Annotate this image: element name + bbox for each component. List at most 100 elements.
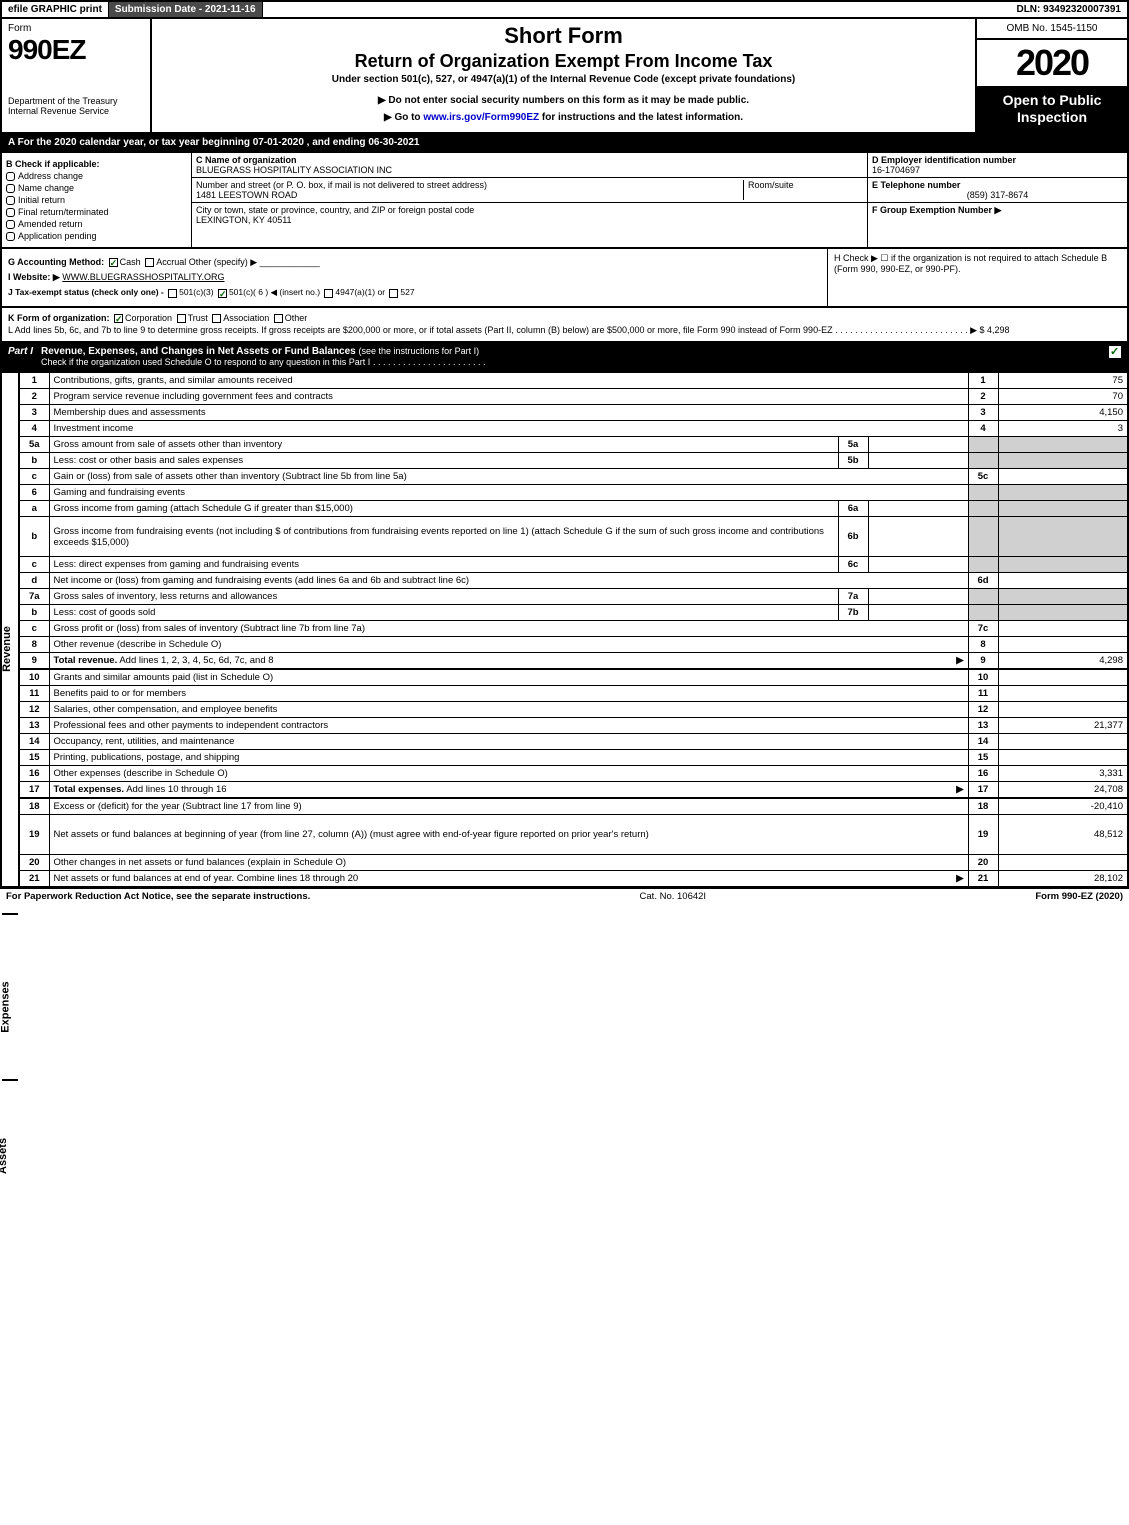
line-row: 6Gaming and fundraising events — [19, 485, 1128, 501]
line-row: 21Net assets or fund balances at end of … — [19, 871, 1128, 888]
part1-schedule-o-checkbox[interactable] — [1109, 346, 1121, 358]
chk-initial-return[interactable]: Initial return — [6, 195, 187, 205]
chk-association[interactable] — [212, 314, 221, 323]
chk-501c3[interactable] — [168, 289, 177, 298]
chk-label: Address change — [18, 171, 83, 181]
phone-label: E Telephone number — [872, 180, 1123, 190]
result-number: 8 — [968, 637, 998, 653]
org-name: BLUEGRASS HOSPITALITY ASSOCIATION INC — [196, 165, 863, 175]
chk-name-change[interactable]: Name change — [6, 183, 187, 193]
line-row: bGross income from fundraising events (n… — [19, 517, 1128, 557]
chk-trust[interactable] — [177, 314, 186, 323]
title-return: Return of Organization Exempt From Incom… — [158, 51, 969, 72]
result-value — [998, 621, 1128, 637]
chk-501c[interactable] — [218, 289, 227, 298]
sub-number: 6c — [838, 557, 868, 573]
result-number: 20 — [968, 855, 998, 871]
line-number: 15 — [19, 750, 49, 766]
line-number: c — [19, 621, 49, 637]
city-label: City or town, state or province, country… — [196, 205, 474, 215]
chk-final-return[interactable]: Final return/terminated — [6, 207, 187, 217]
k-opt: Trust — [188, 313, 208, 323]
line-k: K Form of organization: Corporation Trus… — [8, 313, 1121, 323]
line-row: 5aGross amount from sale of assets other… — [19, 437, 1128, 453]
result-value — [998, 573, 1128, 589]
l-text: L Add lines 5b, 6c, and 7b to line 9 to … — [8, 325, 833, 335]
result-number: 18 — [968, 798, 998, 815]
result-value — [998, 605, 1128, 621]
omb-number: OMB No. 1545-1150 — [977, 19, 1127, 40]
period-bar: A For the 2020 calendar year, or tax yea… — [0, 134, 1129, 153]
result-value — [998, 501, 1128, 517]
result-number: 15 — [968, 750, 998, 766]
result-number: 10 — [968, 669, 998, 686]
line-number: 13 — [19, 718, 49, 734]
result-number: 14 — [968, 734, 998, 750]
chk-address-change[interactable]: Address change — [6, 171, 187, 181]
goto-post: for instructions and the latest informat… — [539, 112, 743, 123]
g-opt: Cash — [120, 257, 141, 267]
line-row: 7aGross sales of inventory, less returns… — [19, 589, 1128, 605]
line-row: 17Total expenses. Add lines 10 through 1… — [19, 782, 1128, 799]
box-b-label: B Check if applicable: — [6, 159, 187, 169]
result-value — [998, 437, 1128, 453]
goto-link[interactable]: www.irs.gov/Form990EZ — [423, 112, 539, 123]
line-number: 4 — [19, 421, 49, 437]
goto-pre: ▶ Go to — [384, 112, 423, 123]
line-desc: Less: cost of goods sold — [49, 605, 838, 621]
result-number: 4 — [968, 421, 998, 437]
k-label: K Form of organization: — [8, 313, 110, 323]
chk-527[interactable] — [389, 289, 398, 298]
line-desc: Gain or (loss) from sale of assets other… — [49, 469, 968, 485]
tax-year: 2020 — [977, 40, 1127, 86]
l-amount: ▶ $ 4,298 — [970, 325, 1009, 335]
line-desc: Excess or (deficit) for the year (Subtra… — [49, 798, 968, 815]
line-row: cGross profit or (loss) from sales of in… — [19, 621, 1128, 637]
line-number: 3 — [19, 405, 49, 421]
result-value — [998, 557, 1128, 573]
result-value — [998, 686, 1128, 702]
result-number — [968, 501, 998, 517]
j-opt: 4947(a)(1) or — [335, 287, 385, 297]
line-number: 2 — [19, 389, 49, 405]
sub-number: 5b — [838, 453, 868, 469]
chk-corporation[interactable] — [114, 314, 123, 323]
title-short-form: Short Form — [158, 23, 969, 49]
chk-amended-return[interactable]: Amended return — [6, 219, 187, 229]
top-bar: efile GRAPHIC print Submission Date - 20… — [0, 0, 1129, 19]
chk-cash[interactable] — [109, 258, 118, 267]
part1-header: Part I Revenue, Expenses, and Changes in… — [0, 343, 1129, 373]
efile-label[interactable]: efile GRAPHIC print — [2, 2, 109, 17]
result-number: 11 — [968, 686, 998, 702]
chk-accrual[interactable] — [145, 258, 154, 267]
line-number: 12 — [19, 702, 49, 718]
submission-date: Submission Date - 2021-11-16 — [109, 2, 263, 17]
website-value[interactable]: WWW.BLUEGRASSHOSPITALITY.ORG — [62, 272, 224, 282]
line-row: 19Net assets or fund balances at beginni… — [19, 815, 1128, 855]
line-row: 20Other changes in net assets or fund ba… — [19, 855, 1128, 871]
chk-other[interactable] — [274, 314, 283, 323]
line-row: 13Professional fees and other payments t… — [19, 718, 1128, 734]
chk-application-pending[interactable]: Application pending — [6, 231, 187, 241]
line-desc: Other expenses (describe in Schedule O) — [49, 766, 968, 782]
line-number: 5a — [19, 437, 49, 453]
result-value: 3,331 — [998, 766, 1128, 782]
chk-label: Application pending — [18, 231, 97, 241]
line-row: 18Excess or (deficit) for the year (Subt… — [19, 798, 1128, 815]
form-word: Form — [8, 23, 144, 34]
line-desc: Grants and similar amounts paid (list in… — [49, 669, 968, 686]
line-row: cLess: direct expenses from gaming and f… — [19, 557, 1128, 573]
line-number: 17 — [19, 782, 49, 799]
result-value — [998, 669, 1128, 686]
line-desc: Investment income — [49, 421, 968, 437]
chk-label: Name change — [18, 183, 74, 193]
line-row: 11Benefits paid to or for members11 — [19, 686, 1128, 702]
line-row: dNet income or (loss) from gaming and fu… — [19, 573, 1128, 589]
line-desc: Other revenue (describe in Schedule O) — [49, 637, 968, 653]
ghij-block: G Accounting Method: Cash Accrual Other … — [0, 249, 1129, 308]
sub-value — [868, 517, 968, 557]
street: 1481 LEESTOWN ROAD — [196, 190, 743, 200]
chk-4947[interactable] — [324, 289, 333, 298]
phone: (859) 317-8674 — [872, 190, 1123, 200]
line-number: 18 — [19, 798, 49, 815]
